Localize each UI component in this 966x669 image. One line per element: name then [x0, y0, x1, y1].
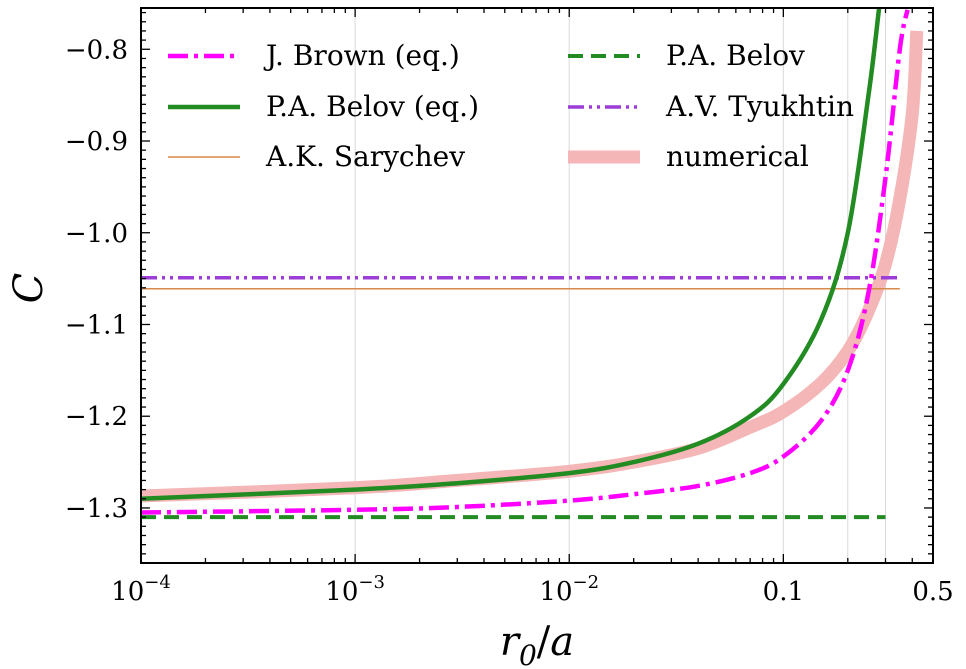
legend-label: numerical	[666, 140, 809, 173]
legend-label: A.K. Sarychev	[265, 140, 465, 173]
legend-label: J. Brown (eq.)	[263, 39, 460, 72]
legend-label: A.V. Tyukhtin	[665, 90, 854, 123]
x-tick-label-1: 10−3	[325, 572, 385, 607]
x-tick-label-base: 10	[325, 577, 358, 607]
series-line-0	[141, 30, 924, 503]
y-tick-label-5: −1.3	[65, 494, 128, 524]
x-tick-label-2: 10−2	[539, 572, 599, 607]
y-tick-label-1: −0.9	[65, 127, 128, 157]
x-tick-label-4: 0.5	[912, 577, 953, 607]
y-axis-title: C	[6, 273, 52, 304]
x-tick-label-exp: −4	[144, 572, 171, 593]
y-tick-label-0: −0.8	[65, 35, 128, 65]
y-tick-label-3: −1.1	[65, 310, 128, 340]
x-axis-title: r0/a	[500, 619, 574, 669]
x-tick-label-exp: −3	[358, 572, 385, 593]
x-tick-label-exp: −2	[573, 572, 600, 593]
x-axis-title-a: a	[550, 619, 574, 665]
x-axis-title-sub: 0	[519, 639, 537, 669]
y-tick-labels: −0.8 −0.9 −1.0 −1.1 −1.2 −1.3	[65, 35, 128, 524]
x-axis-title-r: r	[500, 619, 522, 665]
legend-entry-1: P.A. Belov	[568, 39, 805, 72]
legend-entry-2: P.A. Belov (eq.)	[168, 90, 479, 123]
x-tick-label-base: 10	[111, 577, 144, 607]
series-line-4	[141, 9, 910, 515]
legend-entry-3: A.V. Tyukhtin	[568, 90, 854, 123]
legend: J. Brown (eq.) P.A. Belov P.A. Belov (eq.)…	[168, 39, 854, 173]
y-tick-label-2: −1.0	[65, 219, 128, 249]
x-tick-label-0: 10−4	[111, 572, 171, 607]
x-axis-title-slash: /	[537, 619, 551, 665]
series-group	[141, 8, 924, 520]
legend-label: P.A. Belov (eq.)	[266, 90, 479, 123]
legend-entry-4: A.K. Sarychev	[168, 140, 465, 173]
x-tick-labels: 10−4 10−3 10−2 0.1 0.5	[111, 572, 954, 607]
x-tick-label-3: 0.1	[763, 577, 804, 607]
plot-frame	[140, 7, 934, 564]
legend-entry-0: J. Brown (eq.)	[168, 39, 460, 72]
legend-entry-5: numerical	[568, 140, 809, 173]
x-tick-label-base: 10	[539, 577, 572, 607]
y-tick-label-4: −1.2	[65, 402, 128, 432]
series-line-5	[141, 8, 882, 502]
legend-label: P.A. Belov	[666, 39, 805, 72]
